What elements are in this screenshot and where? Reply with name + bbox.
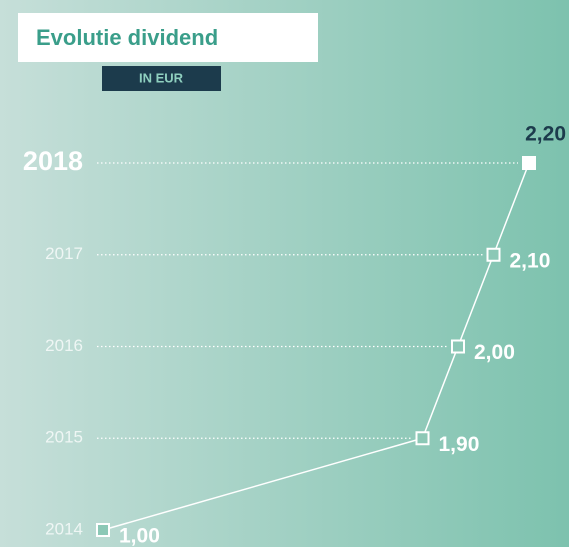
y-tick-label: 2017 bbox=[45, 244, 83, 263]
marker bbox=[451, 339, 465, 354]
y-tick-label: 2014 bbox=[45, 519, 83, 538]
value-label: 2,20 bbox=[525, 123, 566, 146]
marker bbox=[96, 523, 110, 537]
marker bbox=[522, 156, 536, 170]
y-tick-label: 2015 bbox=[45, 428, 83, 447]
value-label: 2,10 bbox=[510, 249, 551, 272]
chart-title: Evolutie dividend bbox=[36, 25, 218, 50]
subtitle-box bbox=[102, 66, 221, 91]
y-tick-label: 2016 bbox=[45, 336, 83, 355]
value-label: 1,90 bbox=[439, 433, 480, 456]
title-box bbox=[18, 13, 318, 62]
marker bbox=[486, 247, 501, 262]
value-label: 2,00 bbox=[474, 341, 515, 364]
value-label: 1,00 bbox=[119, 525, 160, 547]
chart-subtitle: IN EUR bbox=[139, 70, 184, 85]
marker bbox=[415, 431, 430, 446]
y-tick-label: 2018 bbox=[23, 146, 83, 176]
